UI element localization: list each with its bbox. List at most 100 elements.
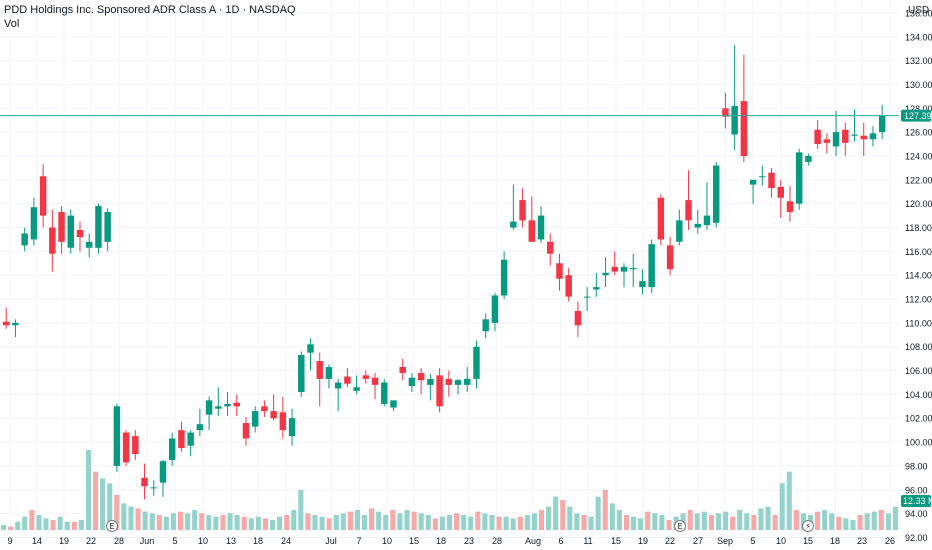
candle-body (178, 430, 185, 449)
volume-bar (411, 511, 417, 530)
y-tick-label: 98.00 (905, 461, 928, 471)
volume-indicator-label[interactable]: Vol (4, 18, 20, 30)
candle-body (298, 355, 305, 393)
x-tick-label: 9 (7, 536, 12, 546)
volume-bar (652, 513, 658, 530)
volume-bar (659, 515, 665, 530)
x-tick-label: 18 (436, 536, 446, 546)
candle-body (390, 400, 397, 408)
candle-body (749, 179, 757, 185)
grid-lines (0, 0, 899, 547)
volume-bar (468, 516, 474, 530)
candle-body (869, 133, 877, 140)
chart-title: PDD Holdings Inc. Sponsored ADR Class A … (4, 4, 296, 16)
candle-body (279, 412, 287, 431)
volume-bar (15, 521, 21, 530)
candle-body (768, 172, 775, 189)
volume-bar (234, 515, 240, 530)
candle-body (583, 296, 591, 298)
volume-bar (694, 513, 700, 530)
volume-bar (29, 510, 35, 530)
event-markers[interactable]: E E ⚡ (106, 520, 814, 532)
volume-bar (312, 515, 318, 530)
volume-bar (85, 450, 92, 530)
candle-body (261, 406, 268, 412)
candle-body (740, 101, 748, 156)
x-tick-label: 5 (750, 536, 755, 546)
earnings-icon[interactable]: E (106, 520, 118, 532)
candle-body (39, 176, 47, 216)
volume-bar (362, 515, 368, 530)
candle-body (842, 129, 849, 143)
candle-body (436, 375, 443, 407)
x-tick-label: 5 (172, 536, 177, 546)
volume-bar (192, 510, 198, 530)
volume-bar (546, 506, 552, 530)
x-tick-label: Sep (717, 536, 733, 546)
candle-body (786, 201, 794, 213)
candle-body (445, 378, 453, 385)
x-tick-label: 19 (638, 536, 648, 546)
volume-bar (71, 521, 77, 530)
volume-bar (213, 516, 219, 530)
y-tick-label: 96.00 (905, 485, 928, 495)
candle-body (731, 105, 738, 135)
candle-body (593, 287, 600, 290)
candle-body (3, 321, 10, 326)
x-tick-label: 24 (281, 536, 291, 546)
candle-body (427, 378, 434, 385)
event-marker-circle (674, 520, 686, 532)
volume-bar (347, 511, 353, 530)
volume-bar (581, 515, 587, 530)
candle-body (473, 346, 480, 379)
volume-bar (206, 515, 212, 530)
x-tick-label: 6 (558, 536, 563, 546)
y-tick-label: 92.00 (905, 533, 928, 543)
candle-body (694, 223, 701, 228)
x-tick-label: Jul (325, 536, 337, 546)
x-tick-label: 10 (776, 536, 786, 546)
candle-body (242, 423, 250, 439)
volume-bar (121, 503, 127, 530)
volume-bar (319, 516, 325, 530)
earnings-icon[interactable]: E (674, 520, 686, 532)
candle-body (307, 344, 314, 353)
volume-bar (800, 513, 806, 530)
y-tick-label: 132.00 (905, 56, 932, 66)
volume-bar (892, 506, 898, 530)
currency-label[interactable]: USD (908, 5, 930, 16)
volume-bar (156, 515, 162, 530)
y-tick-label: 120.00 (905, 199, 932, 209)
candle-body (113, 406, 121, 466)
candle-body (288, 418, 296, 437)
candle-body (58, 212, 65, 242)
volume-bar (446, 515, 453, 530)
y-tick-label: 94.00 (905, 509, 928, 519)
volume-bar (779, 483, 785, 530)
candle-body (602, 272, 609, 276)
volume-bar (744, 513, 750, 530)
x-tick-label: Jun (140, 536, 155, 546)
volume-bar (638, 518, 644, 530)
volume-bar (8, 526, 14, 530)
volume-bar (836, 516, 842, 530)
volume-bar (878, 510, 884, 530)
candle-body (30, 207, 38, 240)
x-tick-label: 28 (492, 536, 502, 546)
candle-body (215, 406, 222, 409)
candle-body (574, 310, 582, 326)
candle-body (464, 378, 471, 385)
candle-body (371, 377, 379, 385)
x-tick-label: 26 (885, 536, 895, 546)
volume-bar (50, 520, 56, 530)
candle-body (141, 477, 148, 487)
price-axis[interactable]: 92.00 94.00 96.00 98.00 100.00 102.00 104.00 10… (905, 8, 932, 543)
volume-bar (22, 516, 28, 530)
candlesticks (3, 45, 886, 500)
y-tick-label: 102.00 (905, 414, 932, 424)
candle-body (685, 200, 692, 221)
volume-bar (418, 513, 424, 530)
lightning-icon[interactable]: ⚡ (802, 520, 814, 532)
time-axis[interactable]: 9 14 19 22 28 Jun 5 10 13 18 24 Jul 7 10 15 18 23 28 Aug 6 1… (7, 536, 895, 546)
